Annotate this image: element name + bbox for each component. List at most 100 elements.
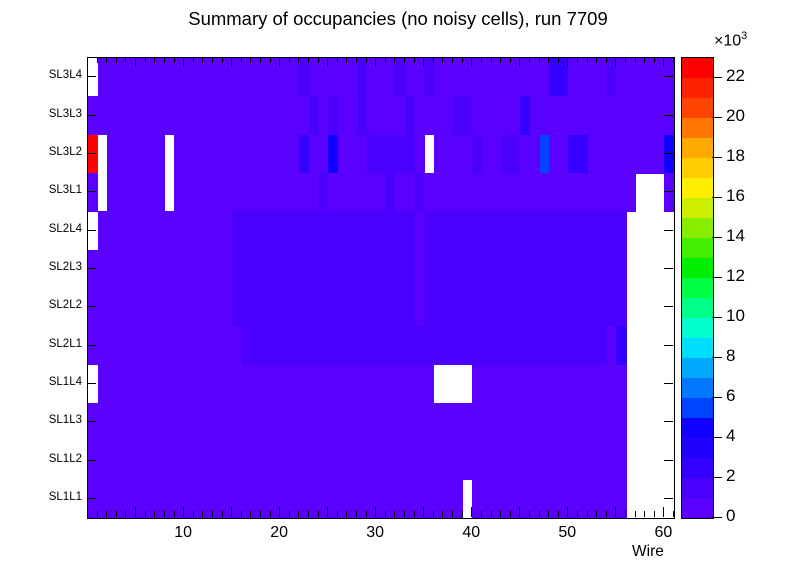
heatmap-cell	[472, 326, 483, 366]
x-axis-tick-top	[471, 58, 473, 67]
heatmap-cell	[337, 479, 348, 518]
x-axis-tick-top	[231, 58, 233, 67]
heatmap-cell	[433, 134, 445, 174]
heatmap-cell	[616, 134, 627, 174]
heatmap-cell	[481, 441, 493, 481]
x-axis-tick	[605, 511, 607, 517]
x-axis-tick-top	[442, 58, 444, 63]
heatmap-cell	[347, 134, 358, 174]
heatmap-cell	[356, 249, 368, 289]
x-axis-tick	[461, 511, 463, 517]
heatmap-cell	[491, 326, 502, 366]
heatmap-cell	[539, 134, 550, 174]
heatmap-cell	[260, 249, 272, 289]
heatmap-cell	[308, 173, 320, 212]
heatmap-cell	[308, 58, 320, 97]
colorbar-tick-label-22: 22	[726, 66, 745, 85]
x-axis-tick	[471, 507, 473, 517]
heatmap-cell	[385, 58, 396, 97]
heatmap-cell	[568, 134, 579, 174]
heatmap-cell	[280, 288, 291, 327]
heatmap-cell	[395, 326, 406, 366]
x-axis-tick-top	[96, 58, 98, 63]
heatmap-cell	[203, 479, 214, 518]
y-axis-tick-right	[664, 114, 673, 116]
x-axis-tick-top	[644, 58, 646, 63]
x-axis-tick	[211, 511, 213, 517]
x-axis-tick-top	[259, 58, 261, 63]
heatmap-cell	[577, 326, 589, 366]
heatmap-cell	[136, 326, 147, 366]
heatmap-cell	[356, 479, 368, 518]
heatmap-cell	[270, 326, 281, 366]
y-axis-tick-label-sl1l1: SL1L1	[48, 490, 82, 503]
heatmap-cell	[405, 134, 416, 174]
heatmap-cell	[270, 403, 281, 442]
heatmap-cell	[568, 441, 579, 481]
x-axis-tick	[528, 511, 530, 517]
colorbar-tick-label-20: 20	[726, 106, 745, 125]
heatmap-cell	[184, 134, 195, 174]
x-axis-tick	[336, 511, 338, 517]
heatmap-cell	[376, 326, 387, 366]
heatmap-cell	[212, 58, 224, 97]
heatmap-cell	[107, 326, 118, 366]
heatmap-cell	[645, 96, 656, 136]
heatmap-cell	[232, 96, 243, 136]
x-axis-tick-top	[596, 58, 598, 63]
heatmap-cell	[366, 134, 377, 174]
colorbar-segment	[682, 97, 713, 118]
colorbar-tick	[712, 317, 722, 318]
x-axis-tick	[519, 507, 521, 517]
heatmap-cell	[577, 479, 589, 518]
heatmap-cell	[481, 288, 493, 327]
heatmap-cell	[270, 479, 281, 518]
heatmap-cell	[501, 173, 512, 212]
heatmap-cell	[116, 364, 128, 404]
x-axis-tick-top	[115, 58, 117, 63]
colorbar-tick-label-14: 14	[726, 226, 745, 245]
x-axis-tick	[423, 507, 425, 517]
heatmap-cell	[203, 96, 214, 136]
heatmap-cell	[88, 479, 99, 518]
heatmap-cell	[520, 96, 531, 136]
heatmap-cell	[529, 134, 541, 174]
heatmap-cell	[270, 249, 281, 289]
heatmap-cell	[193, 441, 204, 481]
heatmap-cell	[587, 364, 598, 404]
heatmap-cell	[241, 364, 252, 404]
heatmap-cell	[222, 249, 233, 289]
heatmap-cell	[472, 288, 483, 327]
heatmap-cell	[568, 326, 579, 366]
heatmap-cell	[664, 96, 674, 136]
x-axis-tick-top	[663, 58, 665, 67]
heatmap-cell	[299, 134, 310, 174]
heatmap-cell	[481, 326, 493, 366]
heatmap-cell	[654, 58, 665, 97]
y-axis-labels: SL3L4 SL3L3 SL3L2 SL3L1 SL2L4 SL2L3 SL2L2 SL2L1…	[8, 57, 82, 517]
heatmap-cell	[376, 288, 387, 327]
heatmap-cell	[193, 211, 204, 251]
heatmap-cell	[212, 96, 224, 136]
heatmap-cell	[232, 479, 243, 518]
heatmap-cell	[116, 403, 128, 442]
x-axis-tick-label-30: 30	[366, 524, 385, 541]
heatmap-cell	[184, 58, 195, 97]
heatmap-cell	[308, 479, 320, 518]
colorbar-tick	[712, 237, 722, 238]
heatmap-cell	[193, 326, 204, 366]
heatmap-cell	[453, 326, 464, 366]
heatmap-cell	[318, 326, 329, 366]
heatmap-cell	[126, 479, 137, 518]
y-axis-tick-right	[664, 306, 673, 308]
x-axis-tick	[673, 511, 674, 517]
y-axis-tick-right	[664, 76, 673, 78]
x-axis-tick	[96, 511, 98, 517]
heatmap-cell	[203, 288, 214, 327]
heatmap-cell	[251, 58, 262, 97]
heatmap-cell	[462, 173, 473, 212]
x-axis-tick	[442, 511, 444, 517]
x-axis-tick	[346, 511, 348, 517]
heatmap-cell	[462, 58, 473, 97]
